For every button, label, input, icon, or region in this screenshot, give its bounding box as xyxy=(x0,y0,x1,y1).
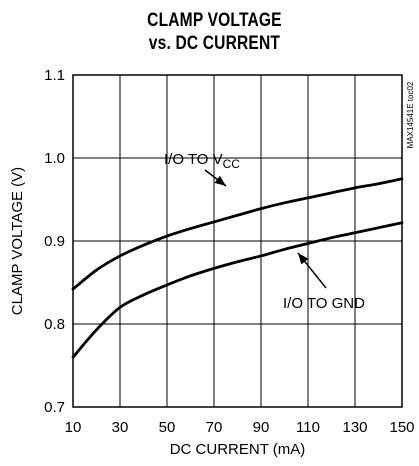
annotation-io-to-vcc-subscript: CC xyxy=(223,157,241,171)
y-tick-label: 0.9 xyxy=(44,233,65,250)
series-line-io-to-vcc xyxy=(71,177,404,291)
side-code-label: MAX14541E toc02 xyxy=(406,81,415,148)
x-tick-label: 150 xyxy=(389,419,414,436)
series-line-io-to-gnd xyxy=(71,221,404,359)
y-tick-label: 1.0 xyxy=(44,150,65,167)
annotations: I/O TO VCC I/O TO GND xyxy=(164,151,365,312)
x-tick-label: 30 xyxy=(112,419,129,436)
y-tick-label: 0.8 xyxy=(44,316,65,333)
annotation-io-to-vcc-main: I/O TO V xyxy=(164,151,223,168)
x-axis-label: DC CURRENT (mA) xyxy=(170,441,306,458)
series-layer xyxy=(71,177,404,359)
annotation-io-to-vcc-arrowhead xyxy=(214,175,226,186)
x-tick-label: 50 xyxy=(159,419,176,436)
annotation-io-to-gnd: I/O TO GND xyxy=(283,295,365,312)
annotation-io-to-vcc: I/O TO VCC xyxy=(164,151,240,171)
x-tick-label: 10 xyxy=(65,419,82,436)
plot-frame xyxy=(72,74,403,408)
grid xyxy=(73,75,402,407)
x-tick-label: 130 xyxy=(342,419,367,436)
chart-subtitle: vs. DC CURRENT xyxy=(148,33,281,54)
tick-labels: 10 30 50 70 90 110 130 150 0.7 0.8 0.9 1.0 1.1 xyxy=(44,67,414,436)
chart-title: CLAMP VOLTAGE xyxy=(147,10,282,31)
y-axis-label: CLAMP VOLTAGE (V) xyxy=(9,167,26,315)
annotation-io-to-gnd-arrowhead xyxy=(298,253,309,265)
x-tick-label: 110 xyxy=(296,419,320,436)
y-tick-label: 1.1 xyxy=(44,67,65,84)
y-tick-label: 0.7 xyxy=(44,399,65,416)
x-tick-label: 70 xyxy=(206,419,223,436)
x-tick-label: 90 xyxy=(253,419,270,436)
